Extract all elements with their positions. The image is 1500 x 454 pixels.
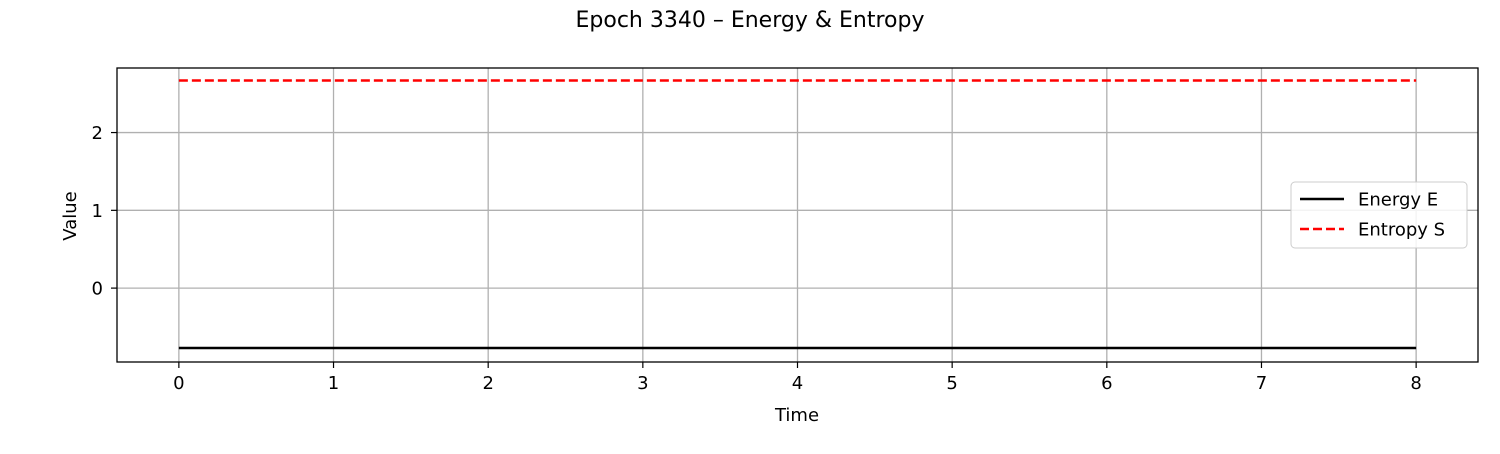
grid-lines (117, 68, 1478, 362)
x-tick-label: 7 (1256, 373, 1267, 394)
x-tick-label: 5 (946, 373, 957, 394)
y-tick-label: 1 (92, 201, 103, 222)
x-tick-label: 4 (792, 373, 803, 394)
x-axis-label: Time (774, 405, 819, 426)
x-tick-label: 8 (1410, 373, 1421, 394)
series-lines (178, 79, 1417, 350)
chart-title: Epoch 3340 – Energy & Entropy (576, 8, 925, 33)
x-tick-label: 1 (328, 373, 339, 394)
axis-ticks: 0 1 2 3 4 5 6 7 8 0 1 2 (92, 123, 1422, 394)
y-axis-label: Value (60, 191, 81, 240)
x-tick-label: 3 (637, 373, 648, 394)
legend-label-energy: Energy E (1358, 190, 1438, 211)
x-tick-label: 2 (482, 373, 493, 394)
legend: Energy E Entropy S (1290, 181, 1468, 249)
legend-label-entropy: Entropy S (1358, 220, 1445, 241)
x-tick-label: 6 (1101, 373, 1112, 394)
y-tick-label: 2 (92, 123, 103, 144)
y-tick-label: 0 (92, 279, 103, 300)
x-tick-label: 0 (173, 373, 184, 394)
